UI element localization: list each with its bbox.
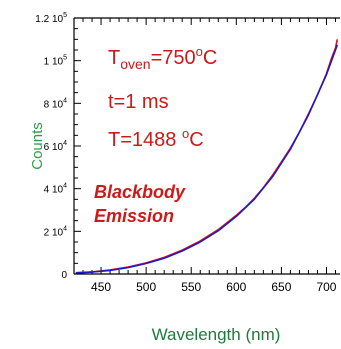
y-tick-label: 4 104 — [44, 183, 67, 196]
y-tick-exponent: 5 — [63, 12, 67, 19]
y-tick-mantissa: 2 10 — [44, 227, 64, 238]
y-tick-mantissa: 1.2 10 — [35, 14, 63, 25]
temp-unit: C — [189, 129, 203, 151]
y-tick-exponent: 4 — [63, 140, 67, 147]
y-tick-mantissa: 6 10 — [44, 142, 64, 153]
toven-prefix: T — [108, 47, 120, 69]
x-tick-label: 550 — [181, 280, 201, 294]
y-axis-label: Counts — [29, 122, 46, 170]
toven-unit: C — [203, 47, 217, 69]
y-tick-label: 1 105 — [44, 55, 67, 68]
y-tick-exponent: 4 — [63, 97, 67, 104]
x-tick-labels: 450 500 550 600 650 700 — [91, 280, 337, 294]
y-tick-mantissa: 0 — [61, 270, 67, 281]
y-tick-label: 1.2 105 — [35, 12, 67, 25]
annotation-toven: Toven=750oC — [108, 44, 217, 72]
y-tick-exponent: 5 — [63, 55, 67, 62]
temp-sup: o — [182, 126, 189, 141]
x-tick-label: 500 — [136, 280, 156, 294]
annotation-time: t=1 ms — [108, 91, 169, 113]
series-line-2 — [75, 44, 339, 274]
temp-value: T=1488 — [108, 129, 182, 151]
y-tick-exponent: 4 — [63, 183, 67, 190]
y-tick-label: 8 104 — [44, 97, 67, 110]
y-tick-mantissa: 8 10 — [44, 99, 64, 110]
y-tick-label: 6 104 — [44, 140, 67, 153]
y-tick-label: 2 104 — [44, 225, 67, 238]
y-tick-exponent: 4 — [63, 225, 67, 232]
y-tick-mantissa: 4 10 — [44, 185, 64, 196]
x-tick-label: 700 — [316, 280, 336, 294]
x-tick-label: 650 — [271, 280, 291, 294]
toven-sub: oven — [120, 56, 150, 72]
annotation-blackbody: Blackbody — [94, 182, 186, 202]
x-tick-label: 450 — [91, 280, 111, 294]
annotation-emission: Emission — [94, 206, 174, 226]
x-tick-label: 600 — [226, 280, 246, 294]
toven-value: =750 — [151, 47, 196, 69]
series-group — [75, 39, 339, 274]
toven-sup: o — [196, 44, 203, 59]
annotation-temp: T=1488 oC — [108, 126, 204, 151]
y-tick-label: 0 — [61, 270, 67, 281]
y-tick-mantissa: 1 10 — [44, 57, 64, 68]
x-axis-label: Wavelength (nm) — [152, 325, 281, 344]
